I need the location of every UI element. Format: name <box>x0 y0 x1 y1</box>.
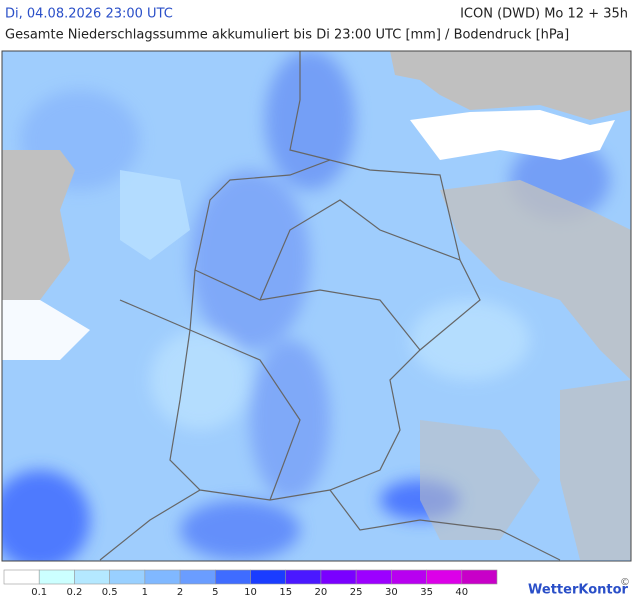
legend-swatch <box>461 569 498 585</box>
legend-label: 10 <box>244 587 257 598</box>
map <box>1 50 632 562</box>
legend-swatch <box>320 569 357 585</box>
legend-swatch <box>391 569 427 585</box>
brand: WetterKontor <box>528 583 629 598</box>
legend-label: 40 <box>455 587 468 598</box>
datetime: Di, 04.08.2026 23:00 UTC <box>5 7 173 22</box>
legend-label: 15 <box>279 587 292 598</box>
legend-label: 0.5 <box>102 587 118 598</box>
legend-label: 5 <box>212 587 218 598</box>
subtitle: Gesamte Niederschlagssumme akkumuliert b… <box>5 28 569 43</box>
legend-swatch <box>144 569 181 585</box>
legend-label: 1 <box>142 587 148 598</box>
legend-swatch <box>38 569 75 585</box>
legend-swatch <box>74 569 110 585</box>
legend-swatch <box>250 569 287 585</box>
legend-label: 2 <box>177 587 183 598</box>
legend-label: 25 <box>350 587 363 598</box>
copyright: © <box>620 577 630 588</box>
model-info: ICON (DWD) Mo 12 + 35h <box>460 7 628 22</box>
legend-swatch <box>179 569 216 585</box>
legend-swatch <box>214 569 251 585</box>
legend-swatch <box>109 569 146 585</box>
legend-label: 20 <box>315 587 328 598</box>
legend-swatch <box>426 569 463 585</box>
legend: 0.1 0.2 0.5 1 2 5 10 15 20 25 30 35 40 <box>3 569 498 598</box>
legend-label: 0.1 <box>31 587 47 598</box>
legend-swatch <box>3 569 40 585</box>
legend-label: 0.2 <box>66 587 82 598</box>
legend-label: 30 <box>385 587 398 598</box>
legend-swatch <box>355 569 392 585</box>
legend-swatch <box>285 569 322 585</box>
legend-label: 35 <box>420 587 433 598</box>
